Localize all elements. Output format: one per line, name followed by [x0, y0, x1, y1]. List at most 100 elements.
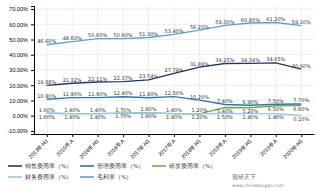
data-label: 53.40%: [164, 28, 183, 34]
data-label: 1.40%: [90, 107, 106, 113]
data-labels: 19.88%21.32%22.11%22.37%23.54%27.79%31.8…: [37, 16, 311, 122]
legend-item: 销售费用率（%）: [8, 162, 72, 170]
legend-swatch: [8, 176, 22, 178]
data-label: 59.30%: [215, 19, 234, 25]
series-line: [47, 106, 302, 114]
x-tick: [276, 134, 277, 137]
legend-swatch: [80, 165, 94, 167]
data-label: 1.70%: [115, 107, 131, 113]
legend-item: 管理费用率（%）: [80, 162, 144, 170]
chart: -10.00% 0.00% 10.00% 20.00% 30.00% 40.00% 50.0…: [0, 0, 320, 190]
group: 10.00%: [9, 98, 34, 104]
data-label: 1.20%: [192, 114, 208, 120]
data-label: 1.20%: [192, 107, 208, 113]
series-line: [47, 97, 302, 106]
group: 30.00%: [9, 67, 34, 73]
x-tick-label: 2016年A: [106, 138, 126, 158]
x-tick: [250, 134, 251, 137]
group: 2018年A: [208, 134, 228, 158]
data-label: 22.11%: [88, 76, 107, 82]
plot: -10.00% 0.00% 10.00% 20.00% 30.00% 40.00% 50.0…: [8, 6, 315, 160]
data-label: 11.80%: [139, 91, 158, 97]
legend: 销售费用率（%）管理费用率（%）研发费用率（%）财务费用率（%）毛利率（%）: [8, 162, 216, 181]
y-tick-label: 20.00%: [9, 82, 28, 88]
series-line: [47, 63, 302, 86]
data-label: 7.70%: [293, 97, 309, 103]
data-label: 1.40%: [64, 107, 80, 113]
data-label: 48.60%: [63, 35, 82, 41]
data-label: 1.50%: [217, 114, 233, 120]
x-tick: [123, 134, 124, 137]
x-tick: [199, 134, 200, 137]
data-label: 6.60%: [293, 106, 309, 112]
annotation: www.chinabaogao.com: [232, 183, 284, 188]
y-tick: [31, 24, 34, 25]
y-axis: -10.00% 0.00% 10.00% 20.00% 30.00% 40.00% 50.0…: [8, 6, 35, 134]
y-axis-line: [31, 7, 35, 135]
group: 2018年H1: [180, 134, 202, 160]
x-tick-label: 2015年A: [55, 138, 75, 158]
y-tick: [31, 70, 34, 71]
data-label: 10.20%: [190, 94, 209, 100]
x-tick: [301, 134, 302, 137]
annotations: 观研天下www.chinabaogao.com: [232, 174, 284, 188]
x-tick: [149, 134, 150, 137]
group: 2016年A: [106, 134, 126, 158]
x-tick-label: 2019年A: [259, 138, 279, 158]
legend-label: 管理费用率（%）: [97, 162, 144, 170]
y-tick-label: 30.00%: [9, 67, 28, 73]
y-tick: [31, 116, 34, 117]
group: 2017年H1: [129, 134, 151, 160]
data-label: 59.10%: [292, 19, 311, 25]
data-label: 1.40%: [268, 114, 284, 120]
group: 0.00%: [12, 113, 34, 119]
legend-item: 财务费用率（%）: [8, 173, 72, 181]
group: 60.00%: [9, 22, 34, 28]
x-tick: [98, 134, 99, 137]
x-tick-label: 2017年H1: [129, 138, 151, 160]
data-label: 50.60%: [88, 32, 107, 38]
x-tick-label: 2020年H1: [282, 138, 304, 160]
y-tick-label: 10.00%: [9, 98, 28, 104]
x-axis: 2013年H12015年A2016年H12016年A2017年H12017年A2…: [27, 134, 314, 160]
data-label: 34.25%: [215, 57, 234, 63]
group: 50.00%: [9, 37, 34, 43]
group: 2015年A: [55, 134, 75, 158]
x-tick-label: 2018年H1: [180, 138, 202, 160]
y-tick: [31, 9, 34, 10]
y-tick-label: 50.00%: [9, 37, 28, 43]
data-label: 7.40%: [217, 98, 233, 104]
x-tick-label: 2016年H1: [78, 138, 100, 160]
group: 2016年H1: [78, 134, 100, 160]
data-label: 1.40%: [64, 114, 80, 120]
y-tick: [31, 131, 34, 132]
data-label: 6.90%: [242, 99, 258, 105]
data-label: 23.54%: [139, 73, 158, 79]
x-tick: [72, 134, 73, 137]
group: 40.00%: [9, 52, 34, 58]
legend-label: 毛利率（%）: [97, 173, 132, 181]
x-tick: [225, 134, 226, 137]
group: 2020年H1: [282, 134, 304, 160]
legend-label: 销售费用率（%）: [24, 162, 72, 170]
group: 2013年H1: [27, 134, 49, 160]
data-label: 1.80%: [141, 113, 157, 119]
group: 2019年H1: [231, 134, 253, 160]
y-tick: [31, 40, 34, 41]
data-label: 1.40%: [242, 114, 258, 120]
x-tick: [174, 134, 175, 137]
x-tick: [47, 134, 48, 137]
data-label: 11.90%: [88, 91, 107, 97]
y-tick: [31, 85, 34, 86]
data-label: 19.88%: [37, 79, 56, 85]
grid: [34, 6, 314, 134]
series-line: [47, 22, 302, 44]
group: 2019年A: [259, 134, 279, 158]
data-label: 27.79%: [164, 67, 183, 73]
y-tick-label: 40.00%: [9, 52, 28, 58]
data-label: 56.20%: [190, 24, 209, 30]
data-label: 0.10%: [293, 116, 309, 122]
group: -10.00%: [8, 128, 35, 134]
x-tick-label: 2013年H1: [27, 138, 49, 160]
data-label: 31.89%: [190, 61, 209, 67]
